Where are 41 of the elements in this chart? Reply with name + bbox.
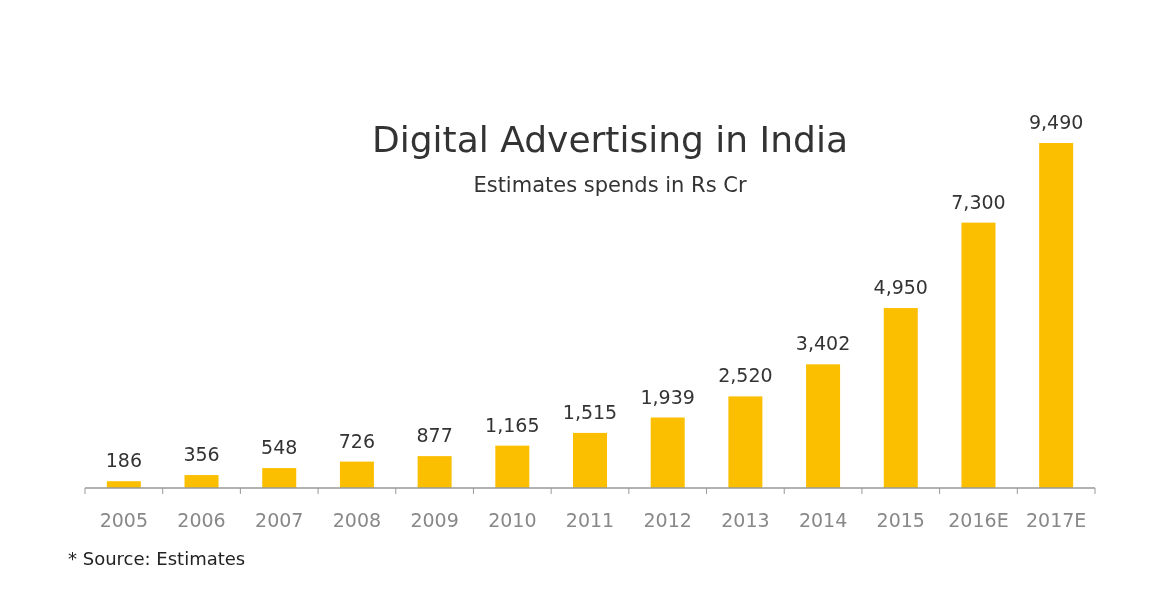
data-label: 1,515 [562,400,618,423]
data-label: 3,402 [795,332,851,355]
data-label: 548 [261,436,298,459]
bar [883,308,918,488]
x-tick-label: 2016E [948,509,1009,531]
data-label: 7,300 [951,190,1006,213]
data-label: 4,950 [873,276,928,299]
x-tick-label: 2011 [565,509,615,531]
bar [1039,143,1074,488]
bar [417,456,452,488]
data-label: 186 [105,449,142,472]
data-label: 1,939 [640,385,695,408]
bar [728,396,763,488]
x-tick-label: 2013 [721,509,770,531]
x-tick-label: 2005 [99,509,149,531]
x-tick-label: 2017E [1025,509,1087,531]
data-label: 1,165 [485,413,540,436]
bar [495,445,530,488]
x-tick-label: 2015 [876,509,925,531]
bar [650,417,685,488]
bar [262,468,297,488]
bar [961,222,996,488]
data-label: 877 [416,424,453,447]
x-tick-label: 2010 [488,509,537,531]
data-label: 356 [183,443,220,466]
chart-title: Digital Advertising in India [372,119,848,160]
bar [184,475,219,488]
data-label: 9,490 [1028,111,1084,133]
bar [339,461,374,488]
x-tick-label: 2006 [177,509,226,531]
x-tick-label: 2009 [410,509,459,531]
x-tick-label: 2007 [255,509,304,531]
data-label: 726 [338,429,376,452]
x-tick-label: 2008 [332,509,382,531]
bar [806,364,841,488]
x-tick-label: 2012 [643,509,692,531]
text: Estimates spends in Rs Cr [473,173,747,197]
bar [573,432,607,488]
data-label: 2,520 [718,364,773,387]
x-tick-label: 2014 [798,509,848,531]
text: * Source: Estimates [68,548,246,569]
